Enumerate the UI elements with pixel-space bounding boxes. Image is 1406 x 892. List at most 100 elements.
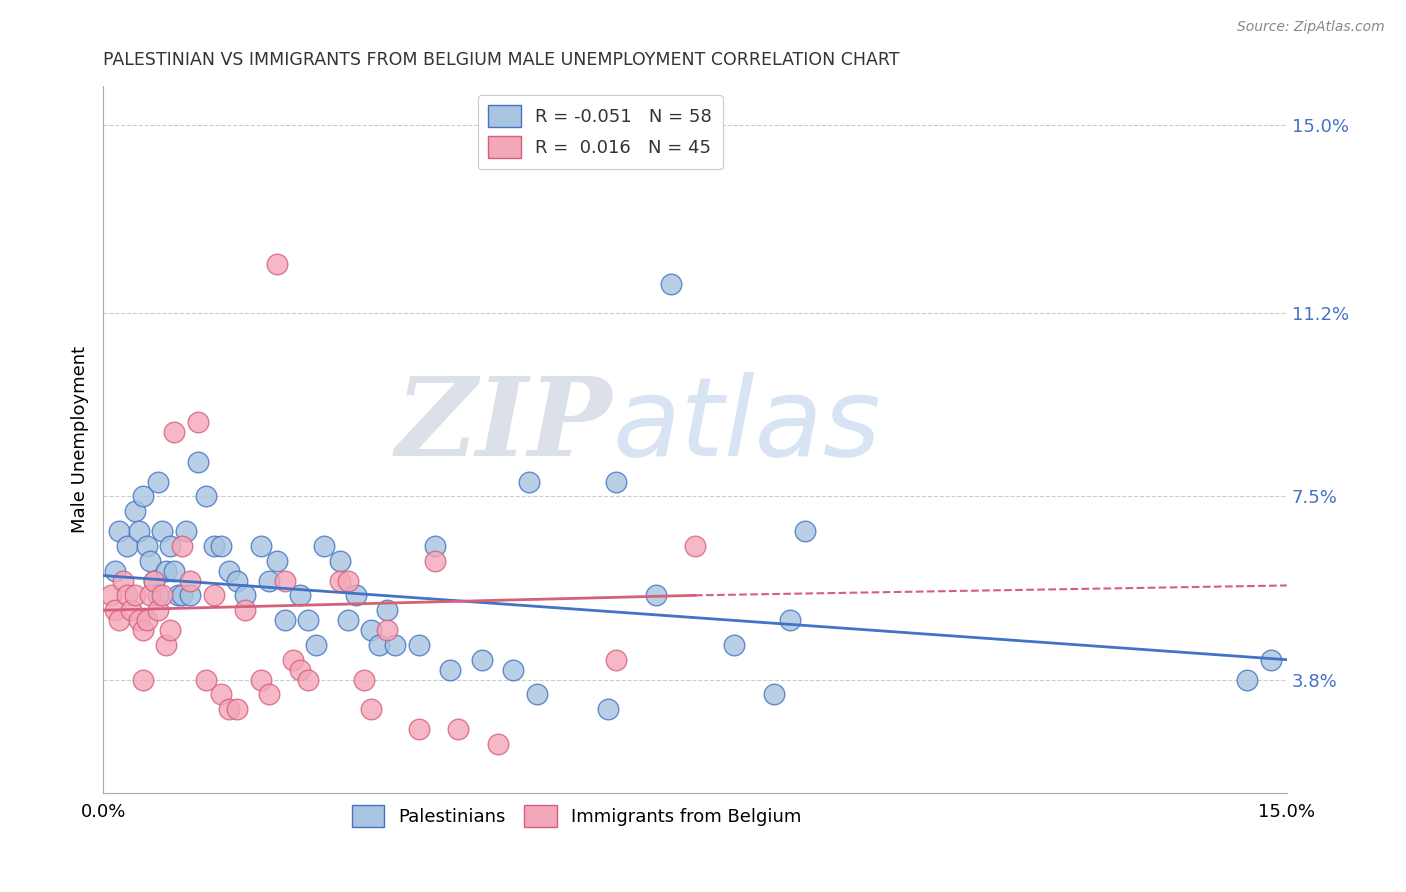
Point <box>104 603 127 617</box>
Point <box>170 588 193 602</box>
Point <box>353 673 375 687</box>
Point <box>167 588 190 602</box>
Point <box>794 524 817 538</box>
Point <box>155 638 177 652</box>
Point <box>159 623 181 637</box>
Point <box>314 539 336 553</box>
Point <box>115 588 138 602</box>
Point <box>360 623 382 637</box>
Point <box>218 564 240 578</box>
Point <box>281 653 304 667</box>
Point <box>408 722 430 736</box>
Text: ZIP: ZIP <box>395 372 612 479</box>
Point <box>329 574 352 588</box>
Point <box>139 588 162 602</box>
Point <box>139 554 162 568</box>
Point <box>605 475 627 489</box>
Point <box>502 663 524 677</box>
Point <box>471 653 494 667</box>
Point <box>187 415 209 429</box>
Point <box>194 673 217 687</box>
Point <box>683 539 706 553</box>
Point <box>148 588 170 602</box>
Point <box>202 539 225 553</box>
Point <box>179 574 201 588</box>
Point <box>360 702 382 716</box>
Point <box>163 425 186 439</box>
Point <box>124 588 146 602</box>
Point <box>297 673 319 687</box>
Point <box>170 539 193 553</box>
Point <box>148 603 170 617</box>
Point <box>408 638 430 652</box>
Point <box>762 687 785 701</box>
Point <box>143 574 166 588</box>
Point <box>598 702 620 716</box>
Point <box>233 588 256 602</box>
Point <box>375 603 398 617</box>
Point <box>659 277 682 291</box>
Point <box>131 489 153 503</box>
Point <box>605 653 627 667</box>
Point <box>423 554 446 568</box>
Point <box>226 702 249 716</box>
Point <box>336 613 359 627</box>
Point <box>135 539 157 553</box>
Point <box>115 539 138 553</box>
Point <box>1236 673 1258 687</box>
Point <box>439 663 461 677</box>
Point <box>266 554 288 568</box>
Point <box>218 702 240 716</box>
Point <box>368 638 391 652</box>
Point <box>297 613 319 627</box>
Point <box>135 613 157 627</box>
Point <box>211 687 233 701</box>
Point <box>131 623 153 637</box>
Point <box>194 489 217 503</box>
Point <box>336 574 359 588</box>
Point <box>131 673 153 687</box>
Point <box>305 638 328 652</box>
Point <box>290 663 312 677</box>
Point <box>375 623 398 637</box>
Point <box>187 455 209 469</box>
Point <box>155 564 177 578</box>
Point <box>124 504 146 518</box>
Point <box>779 613 801 627</box>
Point <box>1260 653 1282 667</box>
Point <box>100 588 122 602</box>
Point <box>202 588 225 602</box>
Point <box>211 539 233 553</box>
Point <box>128 524 150 538</box>
Text: Source: ZipAtlas.com: Source: ZipAtlas.com <box>1237 20 1385 34</box>
Point <box>120 603 142 617</box>
Text: PALESTINIAN VS IMMIGRANTS FROM BELGIUM MALE UNEMPLOYMENT CORRELATION CHART: PALESTINIAN VS IMMIGRANTS FROM BELGIUM M… <box>103 51 900 69</box>
Point <box>273 613 295 627</box>
Text: atlas: atlas <box>612 372 880 479</box>
Point <box>486 737 509 751</box>
Point <box>148 475 170 489</box>
Point <box>250 539 273 553</box>
Point <box>257 574 280 588</box>
Point <box>233 603 256 617</box>
Point <box>423 539 446 553</box>
Point <box>273 574 295 588</box>
Point <box>290 588 312 602</box>
Point <box>257 687 280 701</box>
Point <box>226 574 249 588</box>
Y-axis label: Male Unemployment: Male Unemployment <box>72 346 89 533</box>
Point <box>159 539 181 553</box>
Point <box>644 588 666 602</box>
Point <box>108 524 131 538</box>
Point <box>150 588 173 602</box>
Point <box>143 574 166 588</box>
Point <box>179 588 201 602</box>
Point <box>150 524 173 538</box>
Point <box>128 613 150 627</box>
Point <box>329 554 352 568</box>
Point <box>526 687 548 701</box>
Point <box>266 257 288 271</box>
Point <box>108 613 131 627</box>
Point <box>104 564 127 578</box>
Point <box>344 588 367 602</box>
